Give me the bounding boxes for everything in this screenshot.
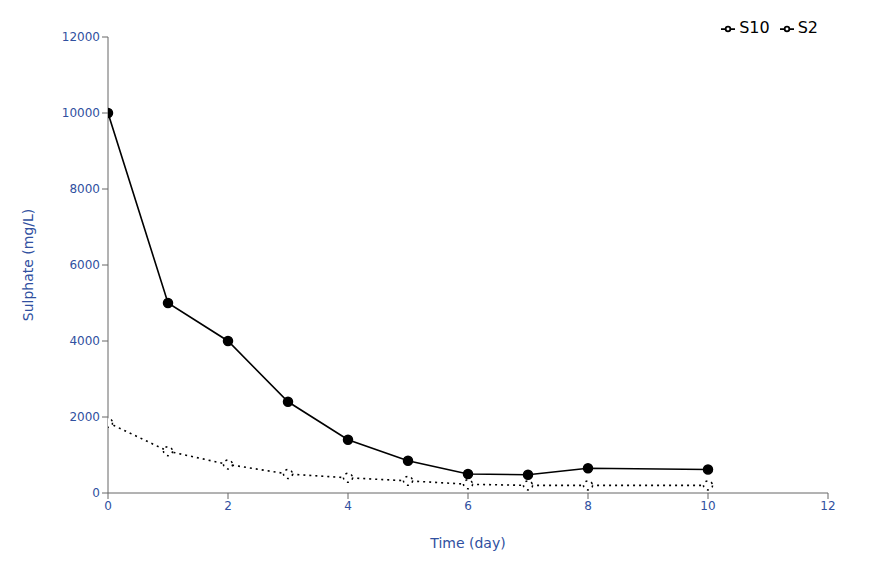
svg-text:12: 12	[820, 499, 835, 513]
svg-text:8: 8	[584, 499, 592, 513]
html-text:S10: S10	[739, 18, 770, 37]
svg-text:2000: 2000	[69, 410, 100, 424]
svg-text:6000: 6000	[69, 258, 100, 272]
svg-text:10: 10	[700, 499, 715, 513]
svg-text:10000: 10000	[62, 106, 100, 120]
svg-text:8000: 8000	[69, 182, 100, 196]
svg-text:4: 4	[344, 499, 352, 513]
svg-text:0: 0	[92, 486, 100, 500]
svg-text:6: 6	[464, 499, 472, 513]
svg-text:2: 2	[224, 499, 232, 513]
svg-text:4000: 4000	[69, 334, 100, 348]
svg-text:12000: 12000	[62, 30, 100, 44]
svg-text:Sulphate (mg/L): Sulphate (mg/L)	[20, 209, 36, 322]
svg-text:0: 0	[104, 499, 112, 513]
html-text:S2: S2	[797, 18, 818, 37]
svg-text:Time (day): Time (day)	[429, 535, 505, 551]
